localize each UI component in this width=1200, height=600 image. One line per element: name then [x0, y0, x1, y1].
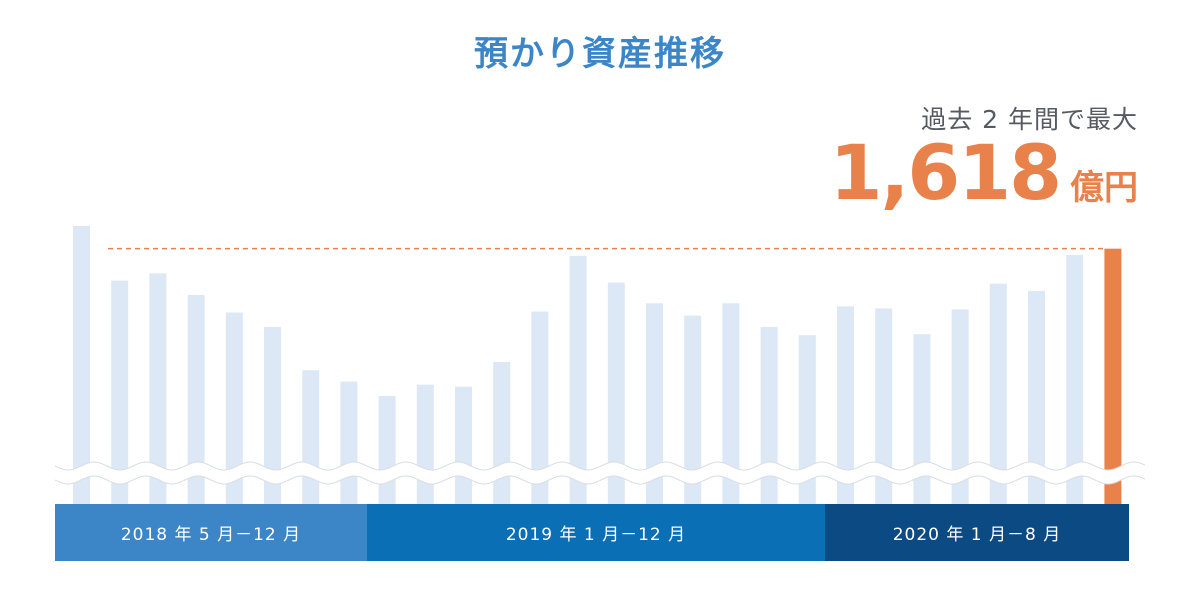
bar: [531, 311, 549, 504]
bar: [1028, 290, 1045, 504]
bar: [455, 386, 472, 504]
highlight-unit: 億円: [1070, 168, 1138, 208]
period-2020: 2020 年 1 月－8 月: [825, 504, 1129, 561]
bar: [989, 283, 1007, 504]
bar: [569, 255, 587, 504]
highlight-note: 過去 2 年間で最大: [921, 105, 1138, 134]
bar: [416, 384, 434, 504]
bar: [493, 362, 511, 504]
bar: [378, 396, 396, 504]
period-2019: 2019 年 1 月－12 月: [367, 504, 825, 561]
bar: [111, 280, 129, 504]
bar: [302, 370, 320, 504]
bar: [1066, 254, 1084, 504]
period-2018: 2018 年 5 月－12 月: [55, 504, 367, 561]
axis-break-line-bottom: [54, 475, 1146, 485]
axis-break-line-top: [54, 461, 1146, 471]
bar: [187, 295, 205, 504]
bar: [684, 315, 702, 504]
bar: [264, 326, 281, 504]
bar: [722, 303, 740, 504]
chart-title: 預かり資産推移: [474, 34, 726, 74]
bar: [646, 303, 663, 504]
bar: [951, 309, 969, 504]
bar: [149, 273, 167, 504]
bar: [607, 282, 625, 504]
bar: [340, 381, 358, 504]
highlight-value: 1,618: [829, 128, 1062, 217]
bar: [225, 312, 243, 504]
axis-break-band: [55, 462, 1145, 484]
bar: [73, 226, 90, 504]
bar: [798, 335, 816, 504]
highlight-value-box: 1,618 億円: [758, 128, 1138, 217]
bar: [837, 306, 854, 504]
bar: [760, 326, 778, 504]
bar: [875, 308, 893, 504]
bar-highlight: [1104, 248, 1122, 504]
